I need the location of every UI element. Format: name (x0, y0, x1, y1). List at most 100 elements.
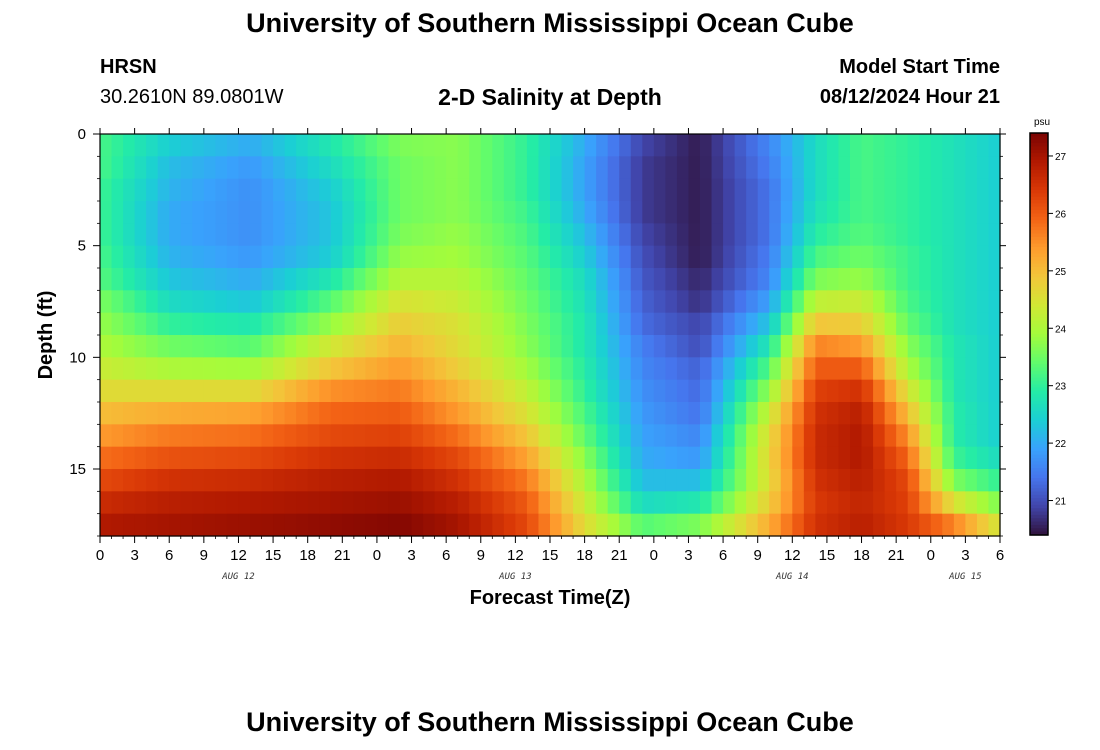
colorbar-cell (1030, 176, 1048, 181)
heatmap-cell (434, 513, 447, 537)
heatmap-cell (273, 402, 286, 425)
heatmap-cell (688, 290, 701, 314)
heatmap-cell (688, 223, 701, 247)
heatmap-cell (123, 156, 136, 180)
heatmap-cell (284, 379, 297, 403)
heatmap-cell (988, 312, 1001, 336)
heatmap-cell (792, 446, 805, 470)
heatmap-cell (723, 446, 736, 470)
heatmap-cell (342, 469, 355, 492)
heatmap-cell (434, 424, 447, 448)
heatmap-cell (780, 178, 793, 202)
heatmap-cell (365, 134, 378, 157)
heatmap-cell (988, 290, 1001, 314)
heatmap-cell (284, 513, 297, 537)
heatmap-cell (480, 446, 493, 470)
heatmap-cell (538, 290, 551, 314)
heatmap-cell (792, 513, 805, 537)
heatmap-cell (388, 446, 401, 470)
heatmap-cell (503, 245, 516, 269)
heatmap-cell (319, 223, 332, 247)
heatmap-cell (907, 312, 920, 336)
heatmap-cell (284, 491, 297, 515)
heatmap-cell (584, 491, 597, 515)
heatmap-cell (192, 446, 205, 470)
heatmap-cell (250, 290, 263, 314)
heatmap-cell (307, 402, 320, 425)
heatmap-cell (296, 469, 309, 492)
heatmap-cell (261, 156, 274, 180)
heatmap-cell (815, 201, 828, 224)
heatmap-cell (180, 178, 193, 202)
heatmap-cell (538, 223, 551, 247)
heatmap-cell (907, 357, 920, 381)
heatmap-cells (100, 134, 1001, 537)
heatmap-cell (100, 268, 113, 291)
heatmap-cell (653, 424, 666, 448)
heatmap-cell (676, 201, 690, 224)
heatmap-cell (423, 178, 436, 202)
heatmap-cell (584, 379, 597, 403)
heatmap-cell (619, 402, 632, 425)
heatmap-cell (203, 312, 216, 336)
heatmap-cell (619, 156, 632, 180)
colorbar-cell (1030, 317, 1048, 322)
heatmap-cell (226, 201, 240, 224)
heatmap-cell (503, 379, 516, 403)
heatmap-cell (584, 424, 597, 448)
heatmap-cell (619, 134, 632, 157)
heatmap-cell (561, 245, 574, 269)
heatmap-cell (376, 513, 390, 537)
heatmap-cell (734, 491, 747, 515)
heatmap-cell (953, 402, 966, 425)
colorbar-cell (1030, 401, 1048, 405)
heatmap-cell (134, 335, 147, 358)
heatmap-cell (157, 513, 170, 537)
heatmap-cell (111, 268, 124, 291)
heatmap-cell (953, 312, 966, 336)
heatmap-cell (203, 379, 216, 403)
heatmap-cell (746, 513, 759, 537)
heatmap-cell (503, 402, 516, 425)
heatmap-cell (607, 357, 620, 381)
heatmap-cell (688, 312, 701, 336)
heatmap-cell (284, 446, 297, 470)
heatmap-cell (123, 290, 136, 314)
heatmap-cell (515, 402, 528, 425)
heatmap-cell (815, 290, 828, 314)
heatmap-cell (261, 491, 274, 515)
heatmap-cell (434, 491, 447, 515)
heatmap-cell (330, 156, 343, 180)
heatmap-cell (353, 178, 366, 202)
heatmap-cell (480, 312, 493, 336)
heatmap-cell (723, 491, 736, 515)
heatmap-cell (711, 268, 724, 291)
heatmap-cell (700, 312, 713, 336)
heatmap-cell (734, 156, 747, 180)
heatmap-cell (342, 290, 355, 314)
heatmap-cell (526, 469, 540, 492)
heatmap-cell (907, 424, 920, 448)
x-tick-label: 15 (265, 547, 282, 564)
colorbar-tick-label: 26 (1055, 209, 1067, 220)
heatmap-cell (884, 312, 897, 336)
colorbar-cell (1030, 441, 1048, 446)
day-label: AUG 15 (948, 572, 982, 582)
heatmap-cell (826, 402, 840, 425)
salinity-chart: 0 3 6 9 12 15 18 21 0 3 6 9 12 15 18 21 0 3 6 9 12 15 18 21 0 3 6A… (35, 117, 1067, 609)
heatmap-cell (238, 312, 251, 336)
heatmap-cell (792, 268, 805, 291)
colorbar-cell (1030, 374, 1048, 379)
heatmap-cell (157, 201, 170, 224)
heatmap-cell (134, 156, 147, 180)
heatmap-cell (307, 424, 320, 448)
heatmap-cell (342, 424, 355, 448)
heatmap-cell (146, 201, 159, 224)
colorbar-cell (1030, 488, 1048, 493)
heatmap-cell (584, 312, 597, 336)
heatmap-cell (400, 268, 413, 291)
heatmap-cell (250, 357, 263, 381)
colorbar-cell (1030, 243, 1048, 248)
colorbar-tick-label: 25 (1055, 267, 1067, 278)
